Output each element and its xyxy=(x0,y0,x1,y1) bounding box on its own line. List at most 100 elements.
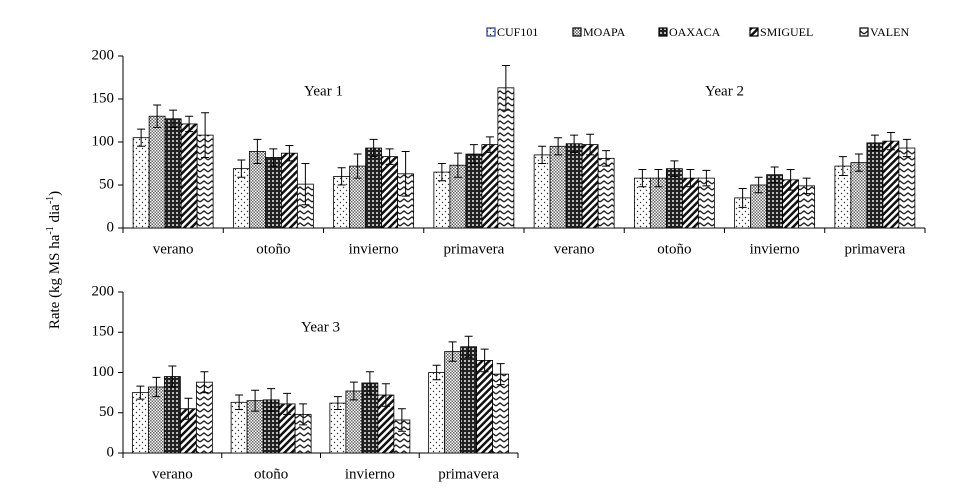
error-bar xyxy=(770,166,779,183)
y-tick-label: 200 xyxy=(92,283,115,299)
bar xyxy=(882,140,900,229)
x-tick-label: otoño xyxy=(254,466,288,482)
error-bar xyxy=(285,144,294,162)
bar xyxy=(148,115,166,229)
bar xyxy=(180,123,198,229)
error-bar xyxy=(299,403,308,426)
bar xyxy=(549,145,567,229)
y-tick-label: 100 xyxy=(92,133,115,149)
bar xyxy=(850,162,868,229)
bar xyxy=(866,142,884,229)
error-bar xyxy=(185,115,194,133)
error-bar xyxy=(369,138,378,158)
error-bar xyxy=(201,112,210,158)
bar xyxy=(163,376,181,454)
legend-swatch xyxy=(658,27,668,37)
x-tick-label: primavera xyxy=(844,241,905,257)
y-label-part: Rate (kg MS ha xyxy=(47,234,63,329)
error-bar xyxy=(554,137,563,156)
x-tick-label: verano xyxy=(152,466,193,482)
error-bar xyxy=(269,148,278,167)
error-bar xyxy=(654,169,663,188)
bar xyxy=(581,144,599,229)
x-tick-label: otoño xyxy=(657,241,691,257)
x-tick-label: verano xyxy=(153,241,194,257)
legend-swatch xyxy=(572,27,582,37)
bar xyxy=(131,392,149,454)
y-tick-label: 0 xyxy=(107,219,115,235)
error-bar xyxy=(337,167,346,186)
error-bar xyxy=(886,132,895,151)
bar xyxy=(898,147,916,229)
error-bar xyxy=(754,176,763,194)
bar xyxy=(264,157,282,229)
error-bar xyxy=(349,381,358,401)
bar xyxy=(280,152,298,229)
error-bar xyxy=(136,385,145,400)
error-bar xyxy=(381,383,390,407)
error-bar xyxy=(200,371,209,394)
y-tick-label: 150 xyxy=(92,324,115,340)
annotation: Year 1 xyxy=(304,83,343,99)
y-tick-label: 50 xyxy=(99,404,114,420)
y-tick-label: 150 xyxy=(92,90,115,106)
legend-swatch xyxy=(749,27,759,37)
error-bar xyxy=(152,376,161,398)
legend-label: VALEN xyxy=(870,25,909,39)
y-axis-label: Rate (kg MS ha-1 dia-1) xyxy=(45,191,63,329)
error-bar xyxy=(480,348,489,373)
bar xyxy=(164,118,182,229)
error-bar xyxy=(854,153,863,172)
bar xyxy=(132,137,150,229)
error-bar xyxy=(153,104,162,128)
bar xyxy=(428,372,446,454)
error-bar xyxy=(786,169,795,191)
bar xyxy=(597,157,615,229)
x-tick-label: invierno xyxy=(750,241,800,257)
error-bar xyxy=(169,109,178,128)
error-bar xyxy=(437,163,446,182)
error-bar xyxy=(670,160,679,177)
y-label-part: ) xyxy=(47,191,63,196)
bar xyxy=(476,360,494,454)
legend-label: SMIGUEL xyxy=(760,25,813,39)
error-bar xyxy=(838,156,847,177)
x-tick-label: primavera xyxy=(438,466,499,482)
error-bar xyxy=(251,389,260,412)
error-bar xyxy=(538,145,547,164)
x-tick-label: invierno xyxy=(345,466,395,482)
error-bar xyxy=(453,152,462,178)
error-bar xyxy=(448,341,457,362)
legend-swatch xyxy=(486,27,496,37)
y-tick-label: 100 xyxy=(92,364,115,380)
bar xyxy=(329,402,347,454)
legend-label: CUF101 xyxy=(497,25,538,39)
legend-label: MOAPA xyxy=(583,25,626,39)
error-bar xyxy=(137,128,146,147)
error-bar xyxy=(385,148,394,165)
y-tick-label: 200 xyxy=(92,47,115,63)
bar xyxy=(365,147,383,229)
error-bar xyxy=(496,363,505,386)
bar xyxy=(665,168,683,229)
legend-swatch xyxy=(859,27,869,37)
error-bar xyxy=(397,408,406,432)
bar xyxy=(465,153,483,229)
x-tick-label: otoño xyxy=(256,241,290,257)
bar xyxy=(481,144,499,229)
y-tick-label: 0 xyxy=(107,444,115,460)
error-bar xyxy=(283,392,292,415)
legend-label: OAXACA xyxy=(669,25,721,39)
bar xyxy=(444,351,462,454)
bar xyxy=(492,373,510,454)
error-bar xyxy=(353,153,362,179)
error-bar xyxy=(602,150,611,167)
error-bar xyxy=(702,169,711,187)
error-bar xyxy=(570,134,579,153)
y-label-part: dia xyxy=(47,204,63,226)
error-bar xyxy=(401,150,410,197)
error-bar xyxy=(902,138,911,158)
error-bar xyxy=(301,163,310,206)
annotation: Year 3 xyxy=(301,319,340,335)
